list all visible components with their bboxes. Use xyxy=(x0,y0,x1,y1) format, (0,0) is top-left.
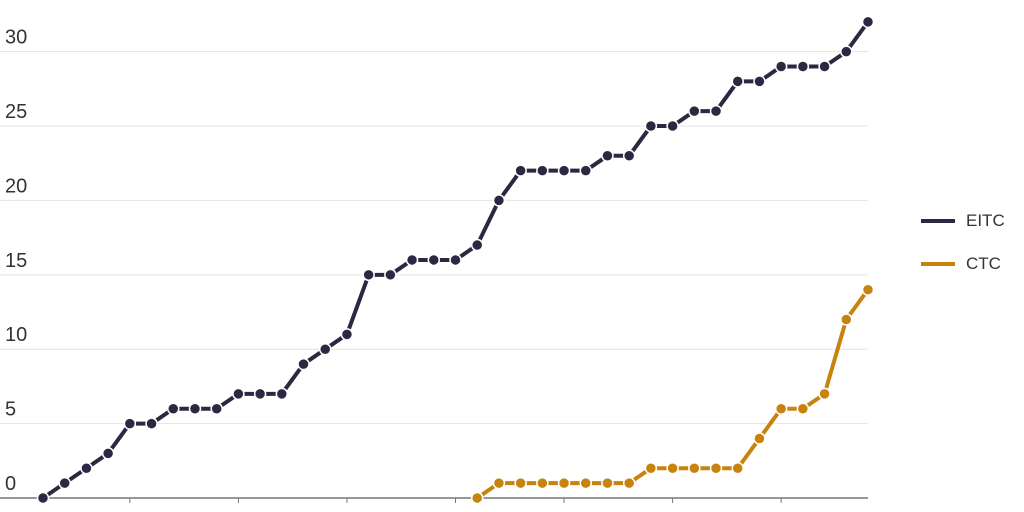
point xyxy=(840,45,853,58)
point xyxy=(470,491,484,505)
point xyxy=(297,357,310,371)
x-tick-label: 2015 xyxy=(650,509,695,512)
y-tick-label: 0 xyxy=(5,473,16,495)
point xyxy=(601,149,614,163)
point xyxy=(275,387,289,401)
point xyxy=(232,387,245,401)
point xyxy=(753,75,766,88)
point xyxy=(123,417,137,430)
point xyxy=(449,253,462,267)
point xyxy=(796,60,810,73)
point xyxy=(405,253,419,267)
point xyxy=(470,238,484,252)
x-tick-label: 2000 xyxy=(325,509,370,512)
point xyxy=(709,104,723,118)
point xyxy=(796,402,810,415)
point xyxy=(80,461,93,475)
y-tick-label: 5 xyxy=(5,399,16,421)
point xyxy=(666,461,679,475)
point xyxy=(536,476,549,490)
point xyxy=(579,476,593,490)
y-tick-label: 10 xyxy=(5,324,27,346)
point xyxy=(492,476,506,490)
point xyxy=(362,268,375,282)
legend-label: CTC xyxy=(966,254,1001,273)
point xyxy=(861,15,875,29)
point xyxy=(514,164,527,177)
point xyxy=(167,402,180,415)
legend-label: EITC xyxy=(966,211,1005,230)
point xyxy=(514,476,527,490)
point xyxy=(536,164,549,177)
point xyxy=(145,417,158,430)
point xyxy=(58,476,71,490)
point xyxy=(579,164,593,177)
point xyxy=(861,283,875,296)
point xyxy=(492,194,506,207)
point xyxy=(731,75,744,88)
point xyxy=(36,491,50,505)
point xyxy=(644,461,658,475)
point xyxy=(774,402,788,415)
point xyxy=(101,447,115,460)
point xyxy=(557,164,571,177)
point xyxy=(340,328,354,341)
point xyxy=(622,476,636,490)
point xyxy=(210,402,223,415)
point xyxy=(384,268,397,282)
y-tick-label: 30 xyxy=(5,27,27,49)
point xyxy=(622,149,636,163)
point xyxy=(774,60,788,73)
point xyxy=(253,387,267,401)
x-tick-label: 2010 xyxy=(542,509,587,512)
x-tick-label: 1990 xyxy=(108,509,153,512)
point xyxy=(731,461,744,475)
y-tick-label: 20 xyxy=(5,175,27,197)
x-tick-label: 2020 xyxy=(759,509,804,512)
point xyxy=(818,387,831,401)
point xyxy=(644,119,658,133)
point xyxy=(709,461,723,475)
y-tick-label: 25 xyxy=(5,101,27,123)
point xyxy=(427,253,441,267)
point xyxy=(557,476,571,490)
point xyxy=(753,432,766,445)
point xyxy=(688,461,701,475)
y-tick-label: 15 xyxy=(5,250,27,272)
point xyxy=(840,313,853,326)
x-tick-label: 2005 xyxy=(433,509,478,512)
point xyxy=(601,476,614,490)
point xyxy=(818,60,831,73)
x-tick-label: 1995 xyxy=(216,509,261,512)
point xyxy=(318,342,332,356)
point xyxy=(666,119,679,133)
point xyxy=(688,104,701,118)
point xyxy=(188,402,202,415)
